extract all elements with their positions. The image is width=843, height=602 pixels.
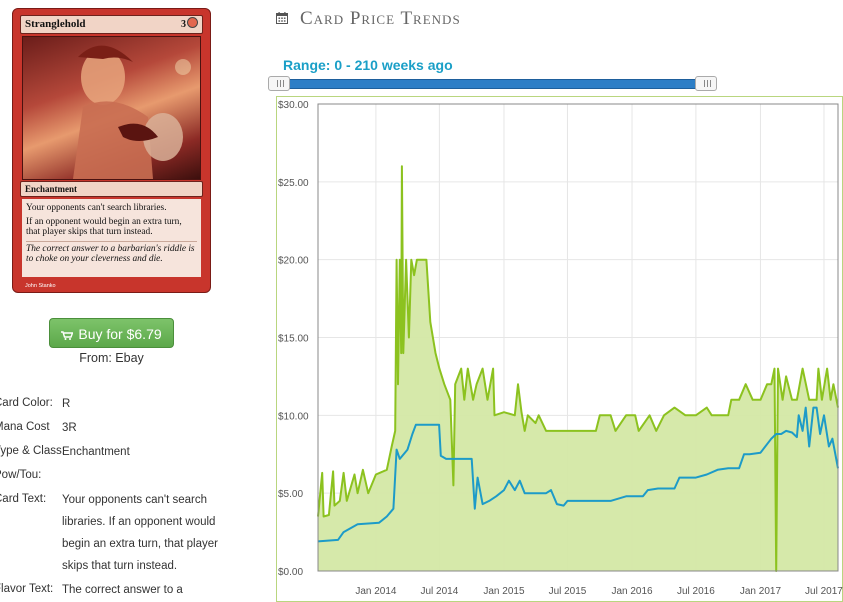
card-type-line: Enchantment [20, 181, 203, 197]
attribute-label: Pow/Tou: [0, 469, 42, 481]
x-tick-label: Jan 2017 [740, 586, 782, 597]
red-mana-icon [187, 17, 198, 28]
price-source: From: Ebay [79, 351, 144, 365]
attribute-label: Card Color: [0, 397, 53, 409]
illustration-shapes [73, 45, 191, 179]
calendar-icon [276, 12, 288, 24]
x-tick-label: Jul 2014 [420, 586, 458, 597]
y-tick-label: $20.00 [278, 256, 309, 267]
attribute-value: The correct answer to a [62, 584, 183, 596]
buy-button[interactable]: Buy for $6.79 [49, 318, 174, 348]
range-handle-max[interactable] [695, 76, 717, 91]
section-title: Card Price Trends [276, 8, 461, 30]
y-tick-label: $30.00 [278, 100, 309, 111]
grip-icon [704, 80, 711, 87]
x-tick-label: Jan 2015 [483, 586, 525, 597]
series-line-green [317, 165, 839, 572]
range-label: Range: 0 - 210 weeks ago [283, 57, 453, 73]
attribute-value: R [62, 398, 71, 410]
range-slider-track[interactable] [272, 79, 715, 89]
attribute-label: Mana Cost [0, 421, 50, 433]
x-tick-label: Jul 2016 [677, 586, 715, 597]
x-tick-label: Jan 2016 [611, 586, 653, 597]
series-area-fill [318, 166, 838, 572]
card-text-box: Your opponents can't search libraries. I… [22, 199, 201, 277]
attribute-label: Card Text: [0, 493, 47, 505]
attribute-label: Flavor Text: [0, 583, 54, 595]
price-chart[interactable]: $0.00 $5.00 $10.00 $15.00 $20.00 $25.00 $30.00… [276, 96, 843, 602]
section-title-text: Card Price Trends [300, 8, 461, 29]
card-name-bar: Stranglehold 3 [20, 15, 203, 34]
mana-generic: 3 [181, 19, 186, 30]
y-tick-label: $0.00 [278, 567, 303, 578]
x-tick-label: Jul 2017 [805, 586, 843, 597]
card-flavor-text: The correct answer to a barbarian's ridd… [26, 240, 197, 265]
x-tick-label: Jan 2014 [355, 586, 397, 597]
series-line-blue [317, 406, 839, 543]
card-name: Stranglehold [25, 18, 86, 30]
mana-cost: 3 [181, 16, 198, 33]
y-tick-label: $5.00 [278, 489, 303, 500]
attribute-label: Type & Class: [0, 445, 65, 457]
grip-icon [277, 80, 284, 87]
cart-icon [61, 331, 74, 340]
attribute-value: 3R [62, 422, 77, 434]
x-tick-label: Jul 2015 [549, 586, 587, 597]
range-handle-min[interactable] [268, 76, 290, 91]
card-artist: John Stanko [25, 283, 56, 289]
y-tick-label: $25.00 [278, 178, 309, 189]
attribute-value: Your opponents can't search libraries. I… [62, 494, 218, 572]
card-image: Stranglehold 3 Enchantment Your opponent… [12, 8, 211, 293]
card-rules-line: If an opponent would begin an extra turn… [26, 216, 182, 238]
y-tick-label: $10.00 [278, 411, 309, 422]
buy-button-label: Buy for $6.79 [78, 326, 162, 342]
card-art-illustration [22, 36, 201, 180]
card-rules-line: Your opponents can't search libraries. [26, 203, 167, 213]
plot-frame [317, 103, 839, 572]
attribute-value: Enchantment [62, 446, 130, 458]
y-tick-label: $15.00 [278, 334, 309, 345]
